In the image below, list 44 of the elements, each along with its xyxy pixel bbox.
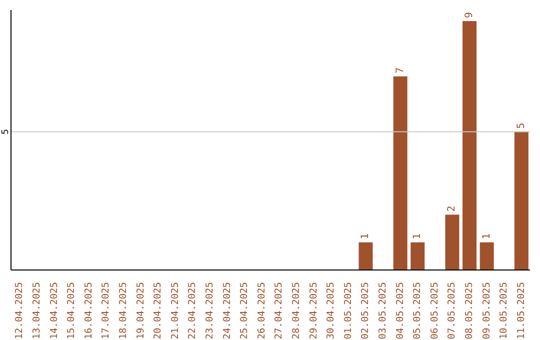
x-tick-label: 08.05.2025 xyxy=(464,282,475,340)
x-tick-label: 18.04.2025 xyxy=(118,282,129,340)
x-tick-label: 29.04.2025 xyxy=(308,282,320,340)
x-tick-label: 10.05.2025 xyxy=(498,282,510,340)
x-tick-label: 19.04.2025 xyxy=(135,282,146,340)
bar xyxy=(393,76,408,270)
bar xyxy=(514,132,528,270)
data-label: 1 xyxy=(412,233,424,240)
x-tick-label: 26.04.2025 xyxy=(256,282,268,340)
x-tick-label: 02.05.2025 xyxy=(360,282,372,340)
data-label: 1 xyxy=(360,233,372,240)
x-tick-label: 14.04.2025 xyxy=(48,282,60,340)
bar xyxy=(358,242,373,270)
data-label: 2 xyxy=(446,206,458,212)
data-label: 1 xyxy=(481,233,492,240)
data-label: 5 xyxy=(516,122,527,129)
x-tick-label: 23.04.2025 xyxy=(204,282,216,340)
x-tick-label: 06.05.2025 xyxy=(429,282,440,340)
x-tick-label: 30.04.2025 xyxy=(326,282,337,340)
x-tick-label: 28.04.2025 xyxy=(290,282,302,340)
x-tick-label: 27.04.2025 xyxy=(274,282,285,340)
x-tick-label: 01.05.2025 xyxy=(342,282,354,340)
x-tick-label: 20.04.2025 xyxy=(152,282,164,340)
x-tick-label: 24.04.2025 xyxy=(222,282,233,340)
x-tick-label: 12.04.2025 xyxy=(14,282,26,340)
x-tick-label: 04.05.2025 xyxy=(394,282,406,340)
x-tick-label: 05.05.2025 xyxy=(412,282,424,340)
bar xyxy=(410,242,425,270)
x-tick-label: 13.04.2025 xyxy=(31,282,42,340)
bar xyxy=(480,242,494,270)
x-tick-label: 21.04.2025 xyxy=(170,282,181,340)
x-tick-label: 07.05.2025 xyxy=(446,282,458,340)
x-tick-label: 17.04.2025 xyxy=(100,282,112,340)
bar xyxy=(445,214,460,270)
data-label: 7 xyxy=(394,67,406,74)
x-tick-label: 25.04.2025 xyxy=(239,282,250,340)
x-tick-label: 22.04.2025 xyxy=(187,282,198,340)
x-tick-label: 15.04.2025 xyxy=(66,282,78,340)
x-tick-label: 09.05.2025 xyxy=(481,282,492,340)
x-tick-label: 03.05.2025 xyxy=(377,282,388,340)
x-tick-label: 11.05.2025 xyxy=(516,282,527,340)
bar xyxy=(462,21,477,270)
x-tick-label: 16.04.2025 xyxy=(83,282,94,340)
data-label: 9 xyxy=(464,12,476,18)
